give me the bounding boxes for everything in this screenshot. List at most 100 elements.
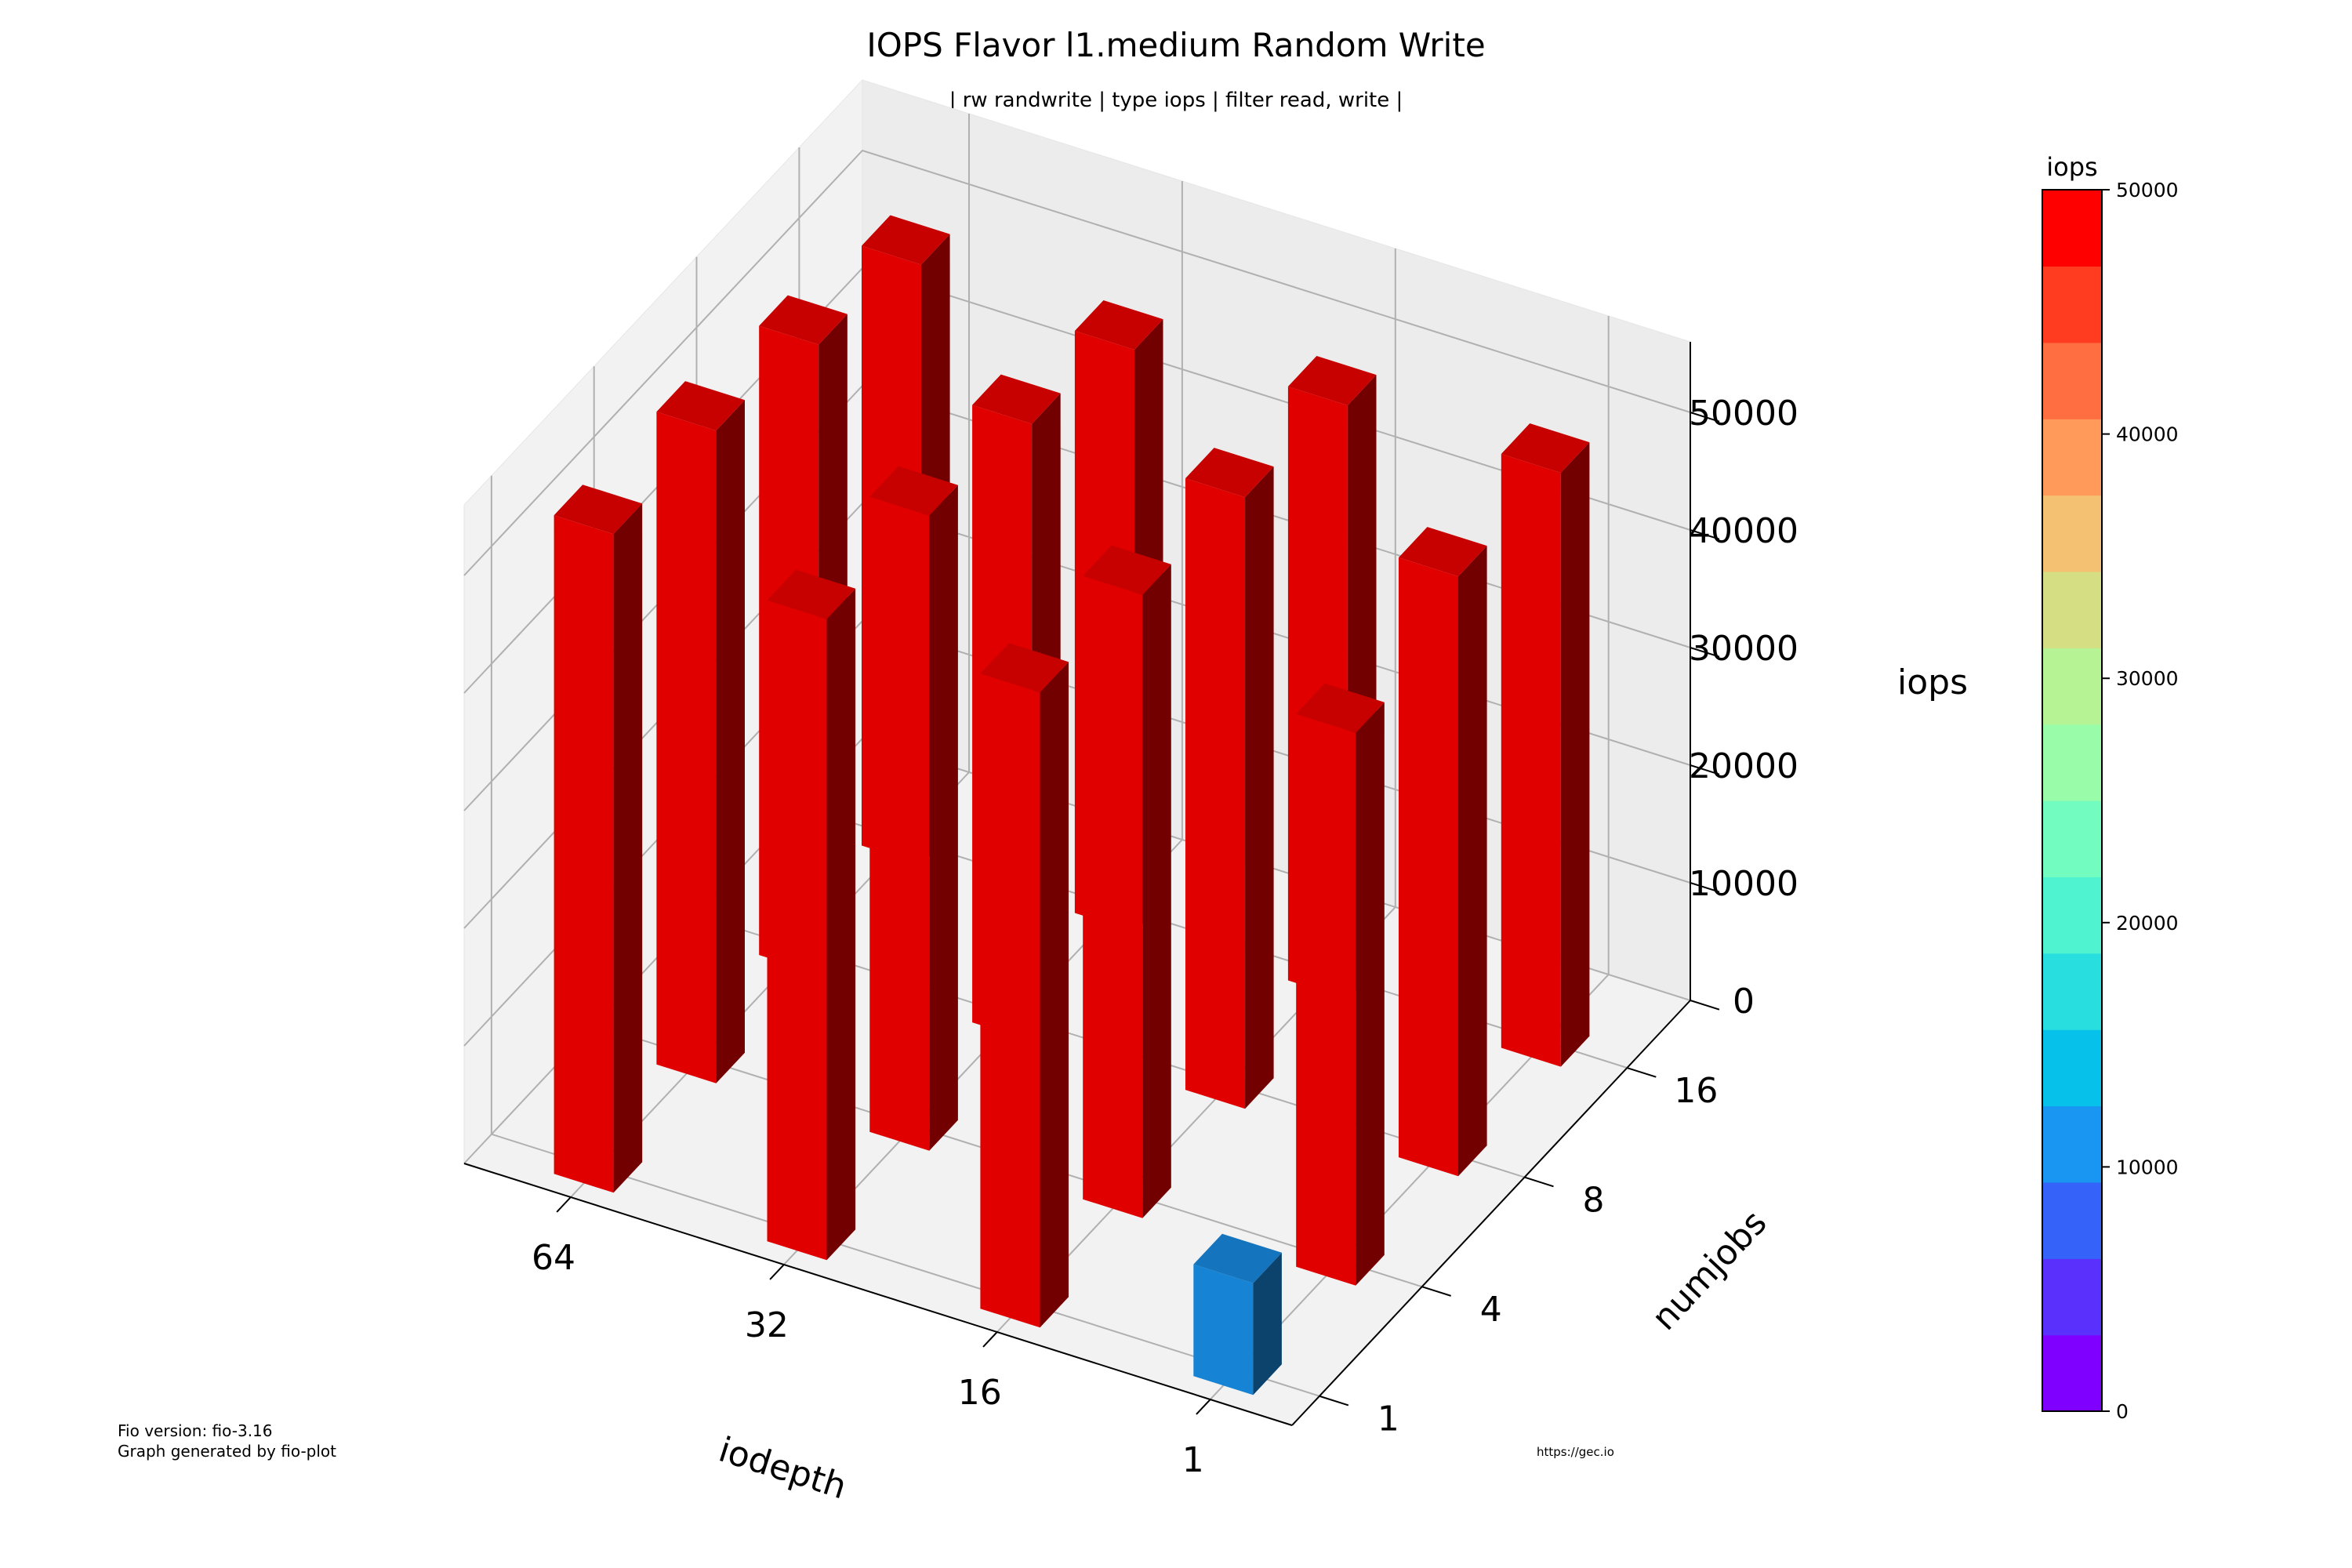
bar-front-face [1399, 557, 1458, 1177]
y-tick-label: 4 [1480, 1290, 1502, 1330]
bar-side-face [1142, 564, 1171, 1218]
colorbar-segment [2042, 1334, 2102, 1412]
bar-front-face [1296, 713, 1356, 1286]
bar-top-face [554, 485, 643, 535]
y-tick-mark [1421, 1286, 1451, 1297]
bar-top-face [869, 466, 958, 516]
colorbar-segment [2042, 1029, 2102, 1107]
bar-top-face [767, 569, 856, 619]
bar-front-face [869, 496, 930, 1151]
x-tick-label: 1 [1182, 1440, 1204, 1480]
colorbar-tick-label: 50000 [2116, 179, 2179, 201]
colorbar-segment [2042, 1105, 2102, 1183]
bar-side-face [1253, 1252, 1282, 1396]
colorbar-segment [2042, 266, 2102, 343]
source-url: https://gec.io [1537, 1445, 1614, 1459]
bar-front-face [980, 673, 1040, 1328]
x-axis-label: iodepth [714, 1430, 851, 1508]
x-tick-mark [1196, 1399, 1211, 1415]
x-tick-mark [556, 1196, 572, 1213]
y-tick-mark [1524, 1176, 1554, 1188]
colorbar-segment [2042, 342, 2102, 419]
colorbar-tick-label: 0 [2116, 1400, 2129, 1423]
z-tick-mark [1690, 647, 1720, 658]
bar-front-face [656, 412, 717, 1083]
z-tick-label: 50000 [1689, 394, 1798, 434]
x-tick-label: 64 [532, 1238, 575, 1278]
bar-iodepth-64-numjobs-4 [656, 381, 745, 1083]
bar-iodepth-1-numjobs-8 [1399, 527, 1487, 1177]
bar-front-face [1185, 478, 1246, 1109]
colorbar-segment [2042, 800, 2102, 877]
bar-iodepth-1-numjobs-1 [1193, 1233, 1282, 1396]
colorbar-segment [2042, 724, 2102, 801]
bar-side-face [1356, 702, 1385, 1286]
colorbar-frame [2042, 189, 2103, 1412]
colorbar-label: iops [2046, 152, 2097, 182]
bar-iodepth-1-numjobs-16 [1501, 423, 1590, 1067]
x-tick-mark [769, 1264, 785, 1280]
bar-top-face [1501, 423, 1590, 474]
x-tick-mark [982, 1331, 998, 1348]
bar-side-face [1040, 662, 1069, 1328]
colorbar-segment [2042, 648, 2102, 725]
x-tick-label: 16 [958, 1373, 1002, 1413]
y-tick-mark [1627, 1067, 1657, 1078]
bar-iodepth-16-numjobs-1 [980, 643, 1069, 1328]
x-axis-line [463, 1163, 1293, 1426]
bar-top-face [1193, 1233, 1282, 1283]
y-tick-mark [1319, 1395, 1349, 1406]
bar-front-face [1501, 454, 1561, 1067]
z-tick-label: 30000 [1689, 629, 1798, 669]
z-tick-mark [1690, 764, 1720, 775]
bar-top-face [1287, 356, 1377, 406]
bar-top-face [759, 295, 848, 345]
graph-generated: Graph generated by fio-plot [118, 1442, 336, 1461]
bar-side-face [1560, 442, 1590, 1067]
bar-side-face [1458, 546, 1487, 1177]
bar-iodepth-16-numjobs-8 [1185, 448, 1274, 1109]
bar-iodepth-64-numjobs-1 [554, 485, 643, 1193]
bar-top-face [1399, 527, 1487, 577]
colorbar-tick-label: 10000 [2116, 1156, 2179, 1178]
bar-front-face [554, 515, 614, 1193]
bar-top-face [1296, 683, 1385, 733]
bar-top-face [972, 374, 1061, 424]
z-axis-label: iops [1897, 662, 1968, 702]
bar-side-face [826, 588, 856, 1261]
bar-top-face [656, 381, 745, 431]
colorbar-segment [2042, 1258, 2102, 1336]
colorbar-tick-label: 20000 [2116, 912, 2179, 935]
fio-version: Fio version: fio-3.16 [118, 1421, 273, 1440]
y-tick-label: 1 [1377, 1399, 1399, 1439]
bar-top-face [1074, 300, 1163, 350]
colorbar-segment [2042, 877, 2102, 954]
bar-front-face [1193, 1264, 1254, 1396]
bar-iodepth-32-numjobs-4 [869, 466, 958, 1151]
y-axis-label: numjobs [1644, 1203, 1774, 1338]
bar-side-face [716, 400, 745, 1083]
colorbar-segment [2042, 495, 2102, 572]
bar-top-face [1185, 448, 1274, 498]
colorbar-segment [2042, 419, 2102, 496]
z-tick-label: 10000 [1689, 864, 1798, 904]
bars [554, 215, 1590, 1396]
bar-iodepth-1-numjobs-4 [1296, 683, 1385, 1286]
z-tick-label: 40000 [1689, 511, 1798, 551]
axes: 1 16 32 64 1 4 8 16 0 10000 20000 30000 40000 50000 [463, 342, 1798, 1480]
z-tick-label: 0 [1733, 982, 1755, 1022]
bar-top-face [862, 215, 950, 265]
colorbar: 0 10000 20000 30000 40000 50000 [2042, 179, 2179, 1423]
colorbar-segment [2042, 571, 2102, 648]
bar-top-face [980, 643, 1069, 693]
z-tick-mark [1690, 1000, 1720, 1011]
x-tick-label: 32 [745, 1305, 789, 1345]
grid-line-z-50000 [463, 149, 1691, 576]
chart-title: IOPS Flavor l1.medium Random Write [866, 26, 1485, 64]
bar-iodepth-16-numjobs-4 [1083, 545, 1171, 1218]
colorbar-segment [2042, 190, 2102, 267]
colorbar-tick-label: 40000 [2116, 423, 2179, 446]
bar-front-face [1083, 575, 1143, 1218]
bar-iodepth-32-numjobs-1 [767, 569, 856, 1261]
chart-subtitle: | rw randwrite | type iops | filter read… [949, 89, 1403, 112]
